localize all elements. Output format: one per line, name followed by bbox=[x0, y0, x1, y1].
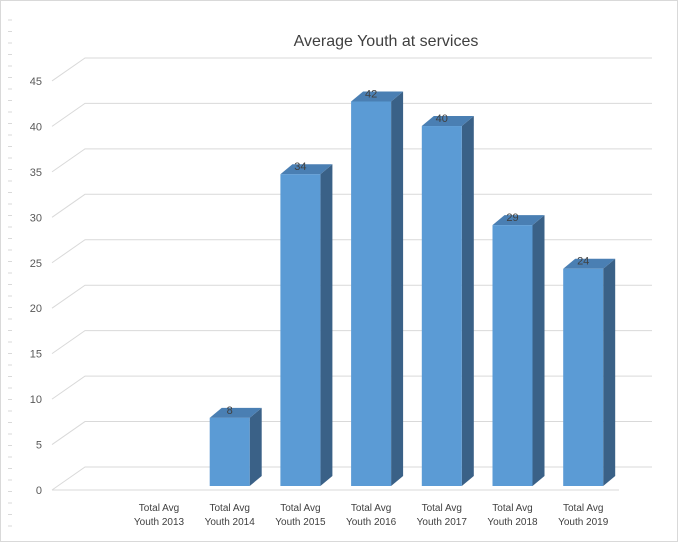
bar-front bbox=[563, 268, 604, 486]
bar-side bbox=[391, 91, 404, 487]
x-tick-label: Total Avg Youth 2013 bbox=[134, 503, 185, 528]
y-tick-label: 45 bbox=[30, 76, 42, 88]
x-tick-label: Total Avg Youth 2018 bbox=[487, 503, 538, 528]
y-tick-label: 5 bbox=[36, 440, 42, 452]
gridline bbox=[51, 102, 652, 127]
bar-front bbox=[209, 417, 250, 486]
bar-top bbox=[421, 116, 474, 127]
bar-side bbox=[461, 116, 474, 486]
bar bbox=[351, 91, 404, 487]
data-label: 40 bbox=[436, 113, 448, 125]
bar-front bbox=[421, 126, 462, 486]
x-tick-label: Total Avg Youth 2014 bbox=[205, 503, 256, 528]
bar-top bbox=[351, 91, 404, 102]
bar-side bbox=[320, 164, 333, 486]
y-tick-label: 40 bbox=[30, 121, 42, 133]
bar bbox=[209, 407, 262, 486]
y-tick-label: 10 bbox=[30, 394, 42, 406]
data-label: 8 bbox=[227, 405, 233, 417]
y-tick-label: 25 bbox=[30, 258, 42, 270]
x-tick-label: Total Avg Youth 2017 bbox=[417, 503, 468, 528]
y-tick-label: 15 bbox=[30, 349, 42, 361]
bar-top bbox=[209, 407, 262, 418]
data-label: 24 bbox=[577, 256, 589, 268]
bar-side bbox=[603, 258, 616, 486]
bar-top bbox=[563, 258, 616, 269]
bars: 8 34 42 40 29 24 bbox=[209, 88, 616, 487]
bar-front bbox=[351, 101, 392, 487]
y-axis: 0 5 10 15 20 25 30 35 40 45 bbox=[8, 19, 42, 527]
bar bbox=[280, 164, 333, 486]
y-tick-label: 0 bbox=[36, 485, 42, 497]
bar-top bbox=[280, 164, 333, 175]
bar-side bbox=[249, 407, 262, 486]
y-tick-label: 35 bbox=[30, 167, 42, 179]
x-tick-label: Total Avg Youth 2019 bbox=[558, 503, 609, 528]
x-axis: Total Avg Youth 2013 Total Avg Youth 2014 To… bbox=[134, 503, 609, 528]
chart-title: Average Youth at services bbox=[294, 33, 479, 50]
bar bbox=[563, 258, 616, 486]
bar-front bbox=[280, 174, 321, 486]
bar-front bbox=[492, 225, 533, 486]
data-label: 29 bbox=[506, 212, 518, 224]
y-tick-label: 20 bbox=[30, 303, 42, 315]
data-label: 34 bbox=[294, 161, 306, 173]
y-tick-label: 30 bbox=[30, 212, 42, 224]
bar-side bbox=[532, 215, 545, 486]
bar bbox=[492, 215, 545, 486]
data-label: 42 bbox=[365, 88, 377, 100]
bar-top bbox=[492, 215, 545, 226]
x-tick-label: Total Avg Youth 2016 bbox=[346, 503, 397, 528]
x-tick-label: Total Avg Youth 2015 bbox=[275, 503, 326, 528]
gridline bbox=[51, 57, 652, 82]
bar bbox=[421, 116, 474, 486]
